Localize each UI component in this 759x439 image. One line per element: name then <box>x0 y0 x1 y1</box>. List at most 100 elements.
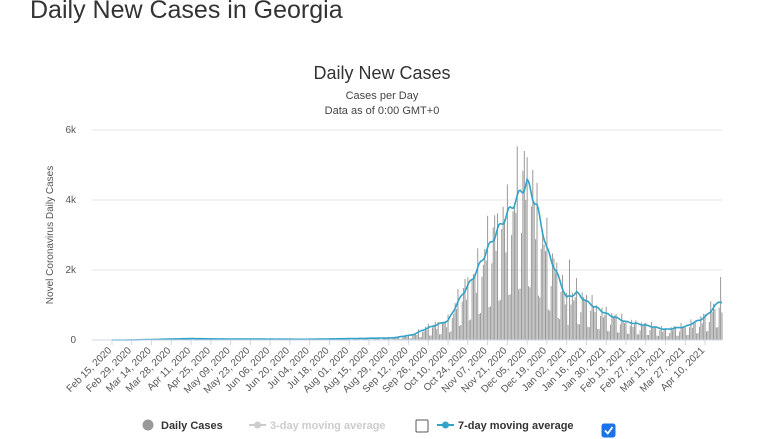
daily-case-bar <box>398 336 400 340</box>
daily-case-bar <box>578 324 580 340</box>
daily-case-bar <box>424 326 426 340</box>
daily-case-bar <box>629 325 631 340</box>
daily-case-bar <box>400 338 402 340</box>
daily-case-bar <box>715 327 717 340</box>
daily-case-bar <box>470 319 472 340</box>
daily-case-bar <box>704 314 706 340</box>
daily-case-bar <box>506 184 508 340</box>
daily-case-bar <box>491 263 493 340</box>
daily-case-bar <box>566 292 568 340</box>
daily-case-bar <box>611 312 613 340</box>
daily-case-bar <box>587 326 589 340</box>
daily-case-bar <box>609 324 611 340</box>
daily-case-bar <box>434 321 436 340</box>
daily-case-bar <box>633 324 635 340</box>
daily-case-bar <box>396 337 398 340</box>
daily-case-bar <box>540 248 542 340</box>
daily-case-bar <box>631 319 633 340</box>
daily-case-bar <box>374 338 376 340</box>
daily-case-bar <box>581 292 583 340</box>
daily-case-bar <box>419 337 421 340</box>
daily-case-bar <box>580 312 582 340</box>
daily-case-bar <box>457 289 459 340</box>
legend-label-ma3: 3-day moving average <box>270 420 386 432</box>
daily-case-bar <box>577 323 579 340</box>
daily-case-bar <box>626 333 628 340</box>
daily-case-bar <box>552 253 554 340</box>
daily-case-bar <box>667 336 669 340</box>
ma7-checkbox[interactable] <box>601 423 616 438</box>
daily-case-bar <box>618 332 620 340</box>
daily-case-bar <box>496 213 498 340</box>
daily-case-bar <box>663 329 665 340</box>
chart-subtitle-2: Data as of 0:00 GMT+0 <box>325 105 440 117</box>
daily-case-bar <box>520 232 522 340</box>
daily-case-bar <box>608 331 610 340</box>
daily-case-bar <box>468 320 470 340</box>
daily-case-bar <box>382 337 384 340</box>
daily-case-bar <box>485 260 487 340</box>
daily-case-bar <box>439 334 441 340</box>
legend-item-ma7[interactable]: 7-day moving average <box>437 420 574 432</box>
daily-case-bar <box>526 157 528 340</box>
daily-case-bar <box>569 259 570 340</box>
ma7-checkbox-box <box>601 423 616 438</box>
daily-case-bar <box>721 312 723 340</box>
daily-case-bar <box>413 334 415 340</box>
daily-case-bar <box>536 182 538 340</box>
daily-case-bar <box>508 295 510 340</box>
daily-case-bar <box>456 308 458 340</box>
y-tick-label: 2k <box>65 265 77 276</box>
daily-case-bar <box>602 317 604 340</box>
daily-case-bar <box>422 331 424 340</box>
daily-case-bar <box>386 338 388 340</box>
daily-case-bar <box>475 292 477 340</box>
daily-case-bar <box>412 334 414 340</box>
daily-case-bar <box>700 316 702 340</box>
daily-case-bar <box>501 229 503 340</box>
daily-case-bar <box>533 202 535 340</box>
daily-case-bar <box>570 304 572 340</box>
ma7-line <box>112 177 723 341</box>
daily-case-bar <box>571 292 573 340</box>
ma3-checkbox[interactable] <box>415 419 429 433</box>
daily-case-bar <box>560 291 562 340</box>
legend-item-ma3[interactable]: 3-day moving average <box>249 420 386 432</box>
daily-case-bar <box>641 322 643 340</box>
daily-case-bar <box>547 309 549 340</box>
daily-case-bar <box>680 322 682 340</box>
bars-layer <box>118 146 723 340</box>
daily-case-bar <box>624 323 626 340</box>
daily-case-bar <box>471 279 473 340</box>
daily-case-bar <box>502 206 504 340</box>
daily-case-bar <box>509 294 511 340</box>
chart-subtitle-1: Cases per Day <box>346 90 419 102</box>
daily-case-bar <box>443 322 445 340</box>
daily-case-bar <box>713 303 715 340</box>
daily-case-bar <box>564 304 566 340</box>
daily-case-bar <box>705 331 707 340</box>
daily-case-bar <box>436 329 438 340</box>
daily-case-bar <box>550 285 552 340</box>
daily-case-bar <box>622 321 624 340</box>
daily-case-bar <box>687 334 689 340</box>
daily-case-bar <box>512 211 514 340</box>
daily-case-bar <box>522 170 524 340</box>
daily-case-bar <box>690 319 692 340</box>
daily-case-bar <box>410 338 412 340</box>
daily-case-bar <box>597 328 599 340</box>
daily-case-bar <box>460 324 462 340</box>
legend-item-daily-cases[interactable]: Daily Cases <box>142 419 223 433</box>
daily-case-bar <box>588 327 590 340</box>
daily-case-bar <box>416 335 418 340</box>
daily-case-bar <box>354 338 356 340</box>
daily-case-bar <box>636 334 638 340</box>
daily-case-bar <box>576 278 578 340</box>
daily-case-bar <box>448 332 450 340</box>
daily-case-bar <box>670 327 672 340</box>
daily-case-bar <box>406 337 408 340</box>
daily-case-bar <box>494 215 496 340</box>
daily-case-bar <box>591 294 593 340</box>
